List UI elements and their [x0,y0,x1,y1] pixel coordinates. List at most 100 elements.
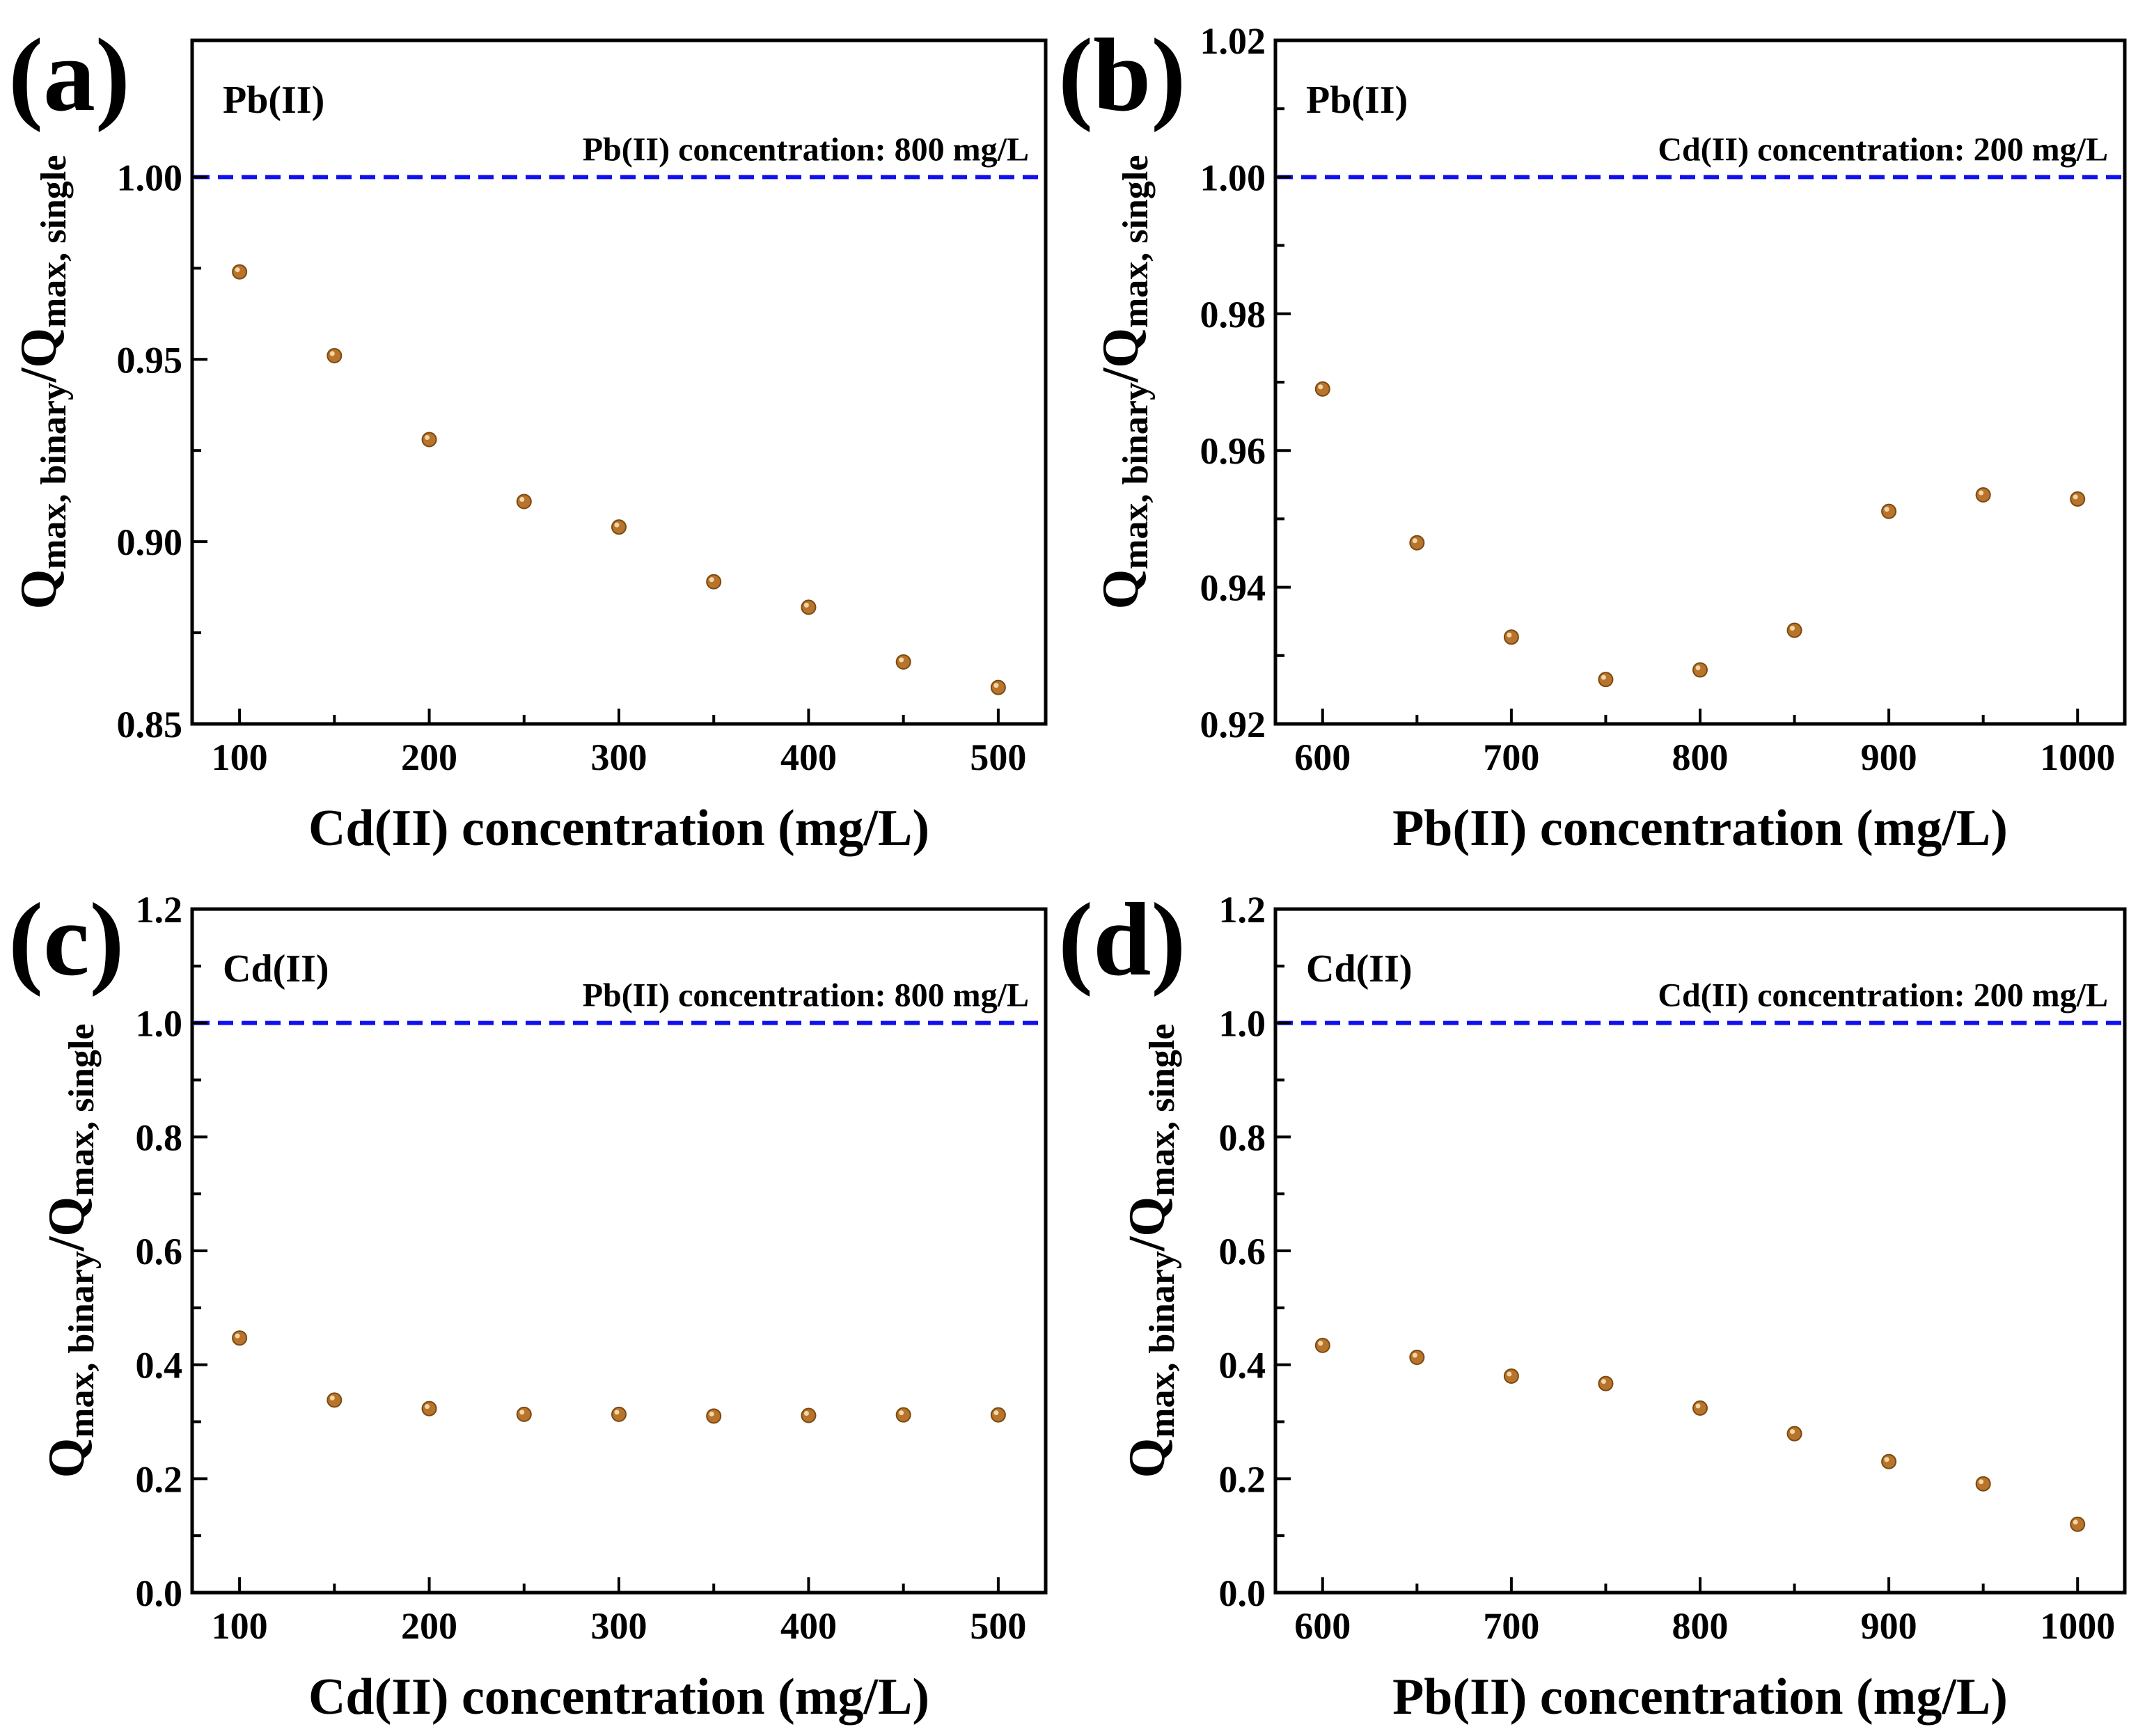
data-point [1598,672,1614,688]
data-point-highlight [803,1410,809,1416]
data-point [1503,629,1519,645]
y-tick-label: 0.6 [136,1231,183,1272]
y-tick-label: 1.00 [117,157,183,198]
data-point [516,494,532,510]
data-point-highlight [1507,632,1512,638]
data-point-highlight [1695,1403,1701,1409]
data-point-highlight [329,351,335,356]
data-point-highlight [899,657,904,663]
y-tick-label: 0.8 [1219,1116,1266,1158]
x-axis-title: Pb(II) concentration (mg/L) [1392,1668,2008,1726]
panel-a: (a) Pb(II) Pb(II) concentration: 800 mg/L 1… [8,17,1048,857]
data-point-highlight [2073,494,2078,500]
x-tick-label: 300 [591,736,647,778]
y-title-sub2: max, single [1142,1024,1182,1197]
x-tick-label: 500 [970,1605,1026,1647]
data-point-highlight [2073,1520,2078,1525]
x-tick-label: 500 [970,736,1026,778]
data-point-highlight [425,1404,430,1410]
data-point-highlight [1979,1479,1984,1485]
data-point-highlight [1790,1429,1795,1435]
data-point-highlight [614,522,620,528]
y-title-sub1: max, binary [1116,382,1156,569]
data-point [611,519,627,535]
data-point-highlight [1507,1371,1512,1377]
data-point [1692,1400,1708,1416]
y-tick-label: 0.95 [117,339,183,381]
data-point [1409,1350,1425,1366]
data-point [1786,1426,1802,1442]
panel-letter: (b) [1058,17,1186,133]
x-tick-label: 900 [1861,736,1917,778]
data-point-highlight [1884,507,1889,512]
data-point-highlight [1318,384,1323,390]
data-point [1975,487,1991,503]
data-point [327,348,343,364]
y-title-Q2: Q [1092,328,1149,368]
data-point-highlight [1979,490,1984,496]
data-point [895,654,911,670]
y-title-sub1: max, binary [62,1251,102,1438]
x-axis-title: Cd(II) concentration (mg/L) [308,1668,929,1726]
data-point [611,1406,627,1422]
data-point-highlight [1318,1341,1323,1346]
data-point [1881,503,1897,519]
data-point [895,1407,911,1423]
data-point [1692,662,1708,678]
x-tick-label: 100 [212,1605,268,1647]
y-title-sub1: max, binary [34,382,74,569]
data-point [327,1392,343,1408]
data-point [801,1407,817,1423]
y-title-Q1: Q [1092,569,1149,610]
x-tick-label: 1000 [2040,1605,2115,1647]
reference-label: Cd(II) concentration: 200 mg/L [1658,977,2108,1014]
y-title-Q1: Q [1119,1438,1176,1478]
x-tick-label: 800 [1672,1605,1729,1647]
data-point-highlight [1601,1379,1606,1384]
data-point [1598,1375,1614,1391]
data-point [706,574,722,590]
y-title-sub1: max, binary [1142,1251,1182,1438]
x-tick-label: 600 [1294,1605,1351,1647]
data-point-highlight [1884,1457,1889,1462]
panel-d: (d) Cd(II) Cd(II) concentration: 200 mg/L 6… [1058,882,2127,1726]
y-tick-label: 0.6 [1219,1231,1266,1272]
y-tick-label: 1.0 [136,1003,183,1045]
y-tick-label: 0.0 [1219,1572,1266,1614]
data-point [2070,491,2086,507]
y-title-sub2: max, single [1116,155,1156,328]
x-tick-label: 200 [401,1605,457,1647]
data-point-highlight [1601,674,1606,680]
y-title-slash: / [10,367,68,383]
y-tick-label: 0.2 [1219,1458,1266,1500]
data-point [1314,381,1330,397]
y-axis-title: Qmax, binary/Qmax, single [1092,155,1156,610]
data-point-highlight [709,1411,714,1417]
y-tick-label: 0.4 [1219,1345,1266,1387]
y-axis-title: Qmax, binary/Qmax, single [1119,1024,1182,1478]
x-tick-label: 900 [1861,1605,1917,1647]
y-title-sub2: max, single [62,1024,102,1197]
data-point-highlight [235,1333,240,1339]
data-point [232,1330,248,1346]
y-title-slash: / [1092,367,1149,383]
data-point [1503,1368,1519,1384]
x-axis-title: Cd(II) concentration (mg/L) [308,800,929,857]
data-point-highlight [425,434,430,440]
y-tick-label: 1.00 [1200,157,1266,198]
y-tick-label: 0.8 [136,1116,183,1158]
reference-label: Cd(II) concentration: 200 mg/L [1658,131,2108,168]
panel-letter: (d) [1058,882,1186,997]
y-tick-label: 0.90 [117,521,183,563]
data-point [1786,622,1802,638]
y-tick-label: 1.02 [1200,20,1266,62]
data-point [1314,1337,1330,1353]
data-point-highlight [235,267,240,273]
data-point [990,679,1006,695]
y-tick-label: 0.94 [1200,567,1266,609]
y-tick-label: 0.4 [136,1345,183,1387]
y-tick-label: 0.92 [1200,704,1266,745]
species-label: Pb(II) [1306,79,1408,122]
panel-c: (c) Cd(II) Pb(II) concentration: 800 mg/L 1… [8,882,1048,1726]
